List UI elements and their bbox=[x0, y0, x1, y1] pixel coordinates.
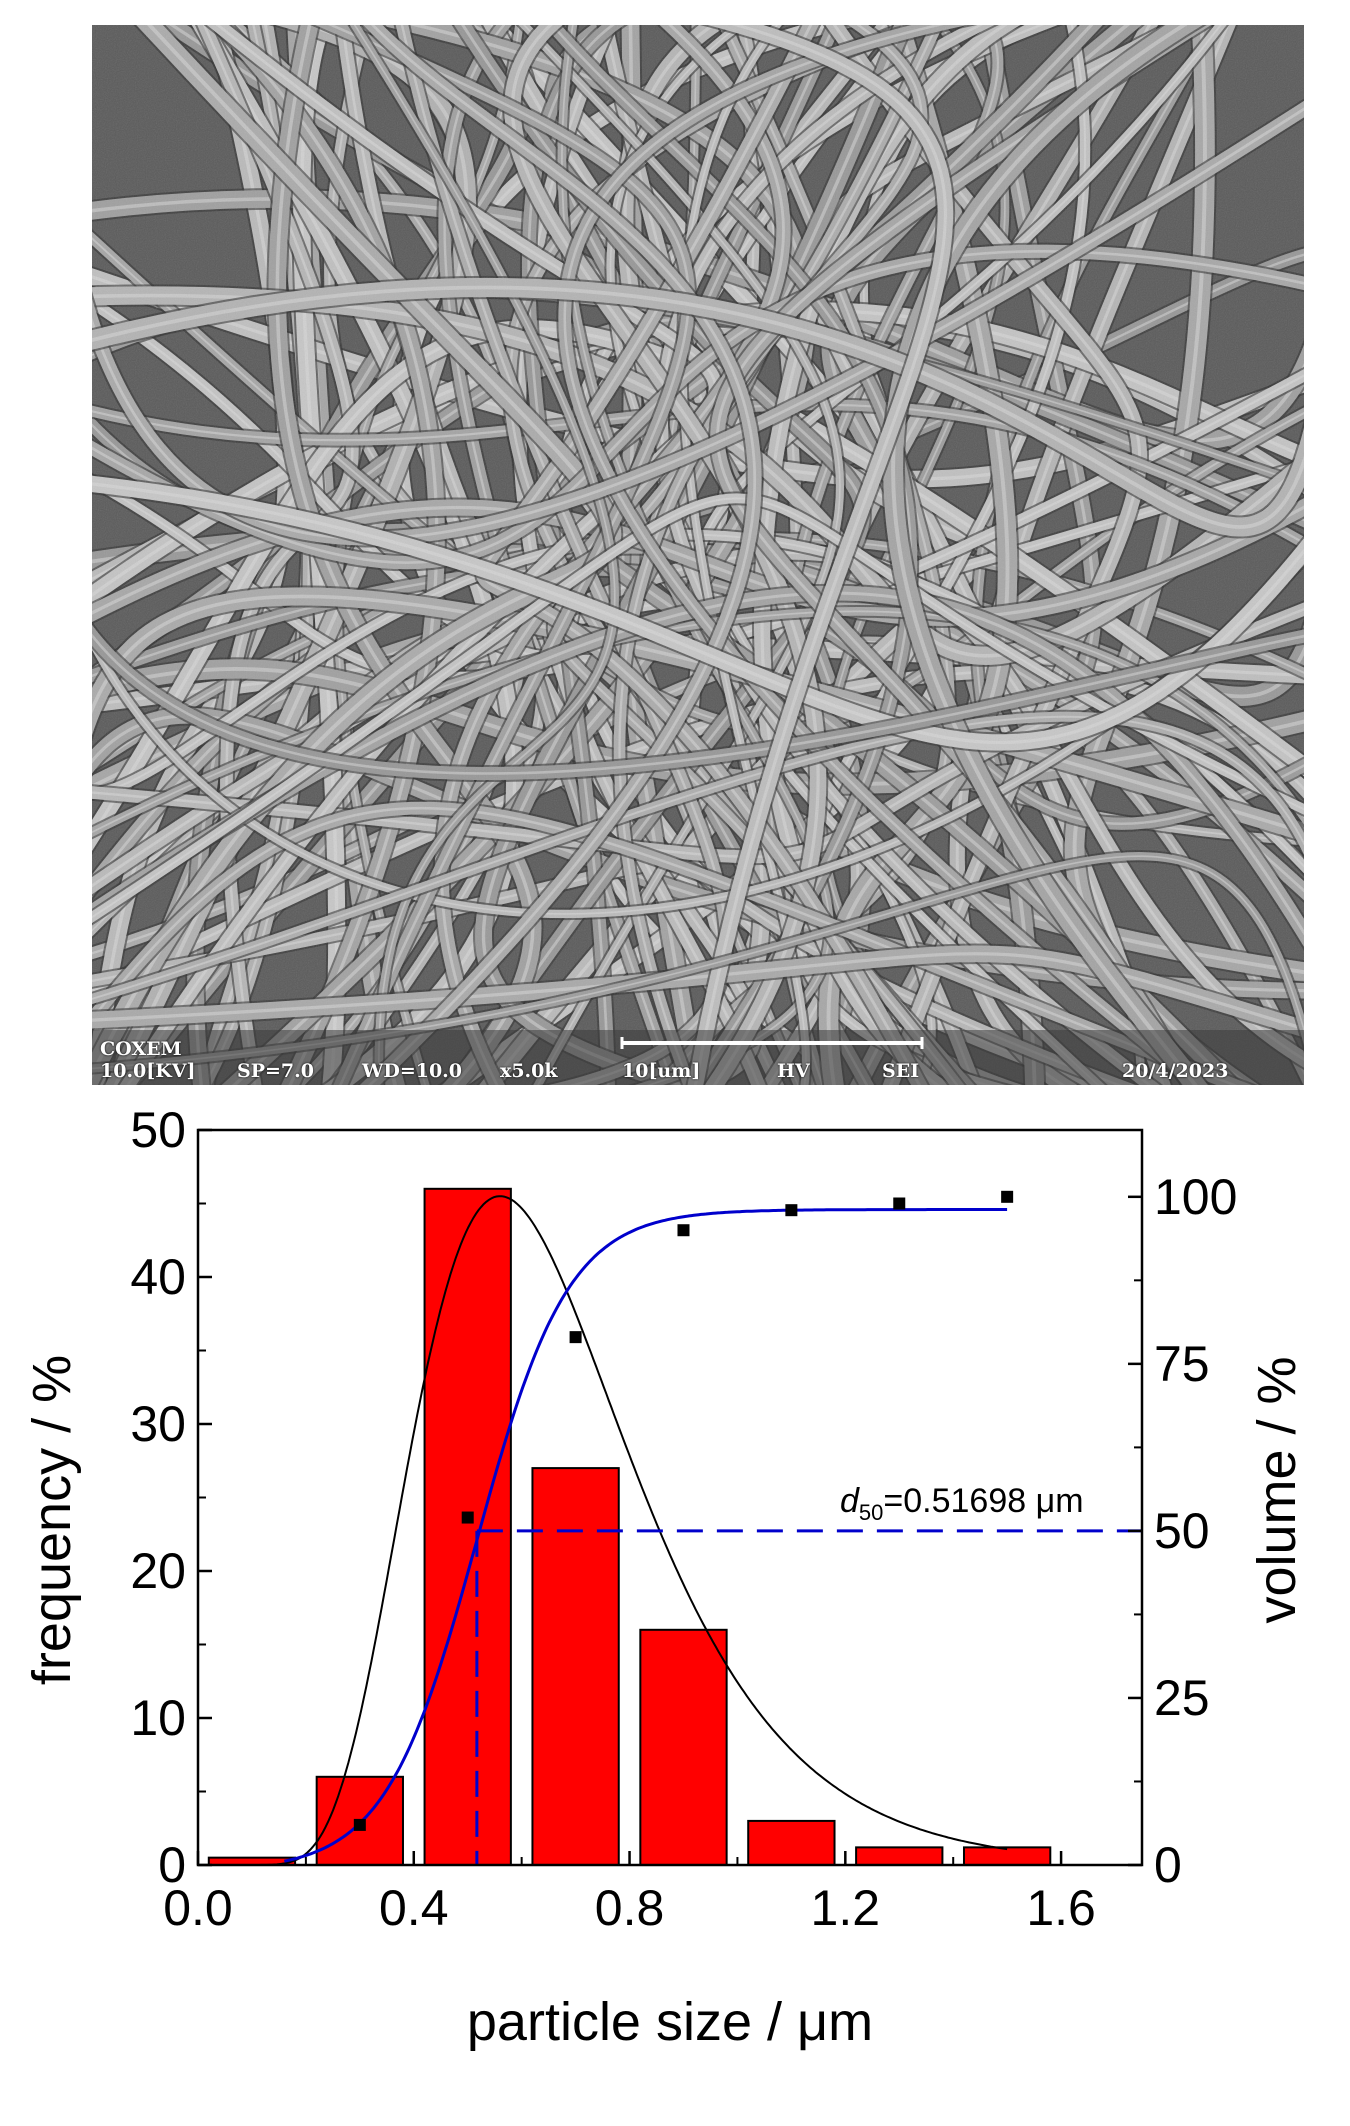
y-left-tick-label: 20 bbox=[130, 1543, 186, 1599]
bar-2 bbox=[423, 1187, 512, 1867]
d50-symbol: d bbox=[840, 1482, 860, 1520]
sem-scale-label: 10[um] bbox=[622, 1060, 701, 1082]
sem-vacuum: HV bbox=[777, 1060, 810, 1082]
d50-annotation: d50=0.51698 μm bbox=[840, 1482, 1084, 1525]
y-right-tick-label: 25 bbox=[1154, 1670, 1210, 1726]
frequency-fit-curve bbox=[241, 1195, 1008, 1866]
sem-spot: SP=7.0 bbox=[237, 1060, 314, 1082]
cumulative-point-5 bbox=[893, 1197, 906, 1210]
sem-fiber-image bbox=[92, 25, 1304, 1085]
y-right-tick-label: 75 bbox=[1154, 1336, 1210, 1392]
cumulative-point-3 bbox=[677, 1224, 690, 1237]
y-left-tick-label: 10 bbox=[130, 1690, 186, 1746]
x-axis-label: particle size / μm bbox=[467, 1992, 873, 2052]
y-right-tick-label: 0 bbox=[1154, 1837, 1182, 1893]
y-left-axis-label: frequency / % bbox=[22, 1355, 82, 1685]
sem-detector: SEI bbox=[882, 1060, 920, 1082]
d50-subscript: 50 bbox=[859, 1500, 883, 1525]
cumulative-point-2 bbox=[569, 1331, 582, 1344]
y-left-tick-label: 0 bbox=[158, 1837, 186, 1893]
bar-3 bbox=[531, 1467, 620, 1866]
sem-micrograph: COXEM 10.0[KV] SP=7.0 WD=10.0 x5.0k 10[u… bbox=[92, 25, 1304, 1085]
y-left-tick-label: 30 bbox=[130, 1396, 186, 1452]
sem-noise-overlay bbox=[92, 25, 1304, 1085]
cumulative-volume-curve bbox=[283, 1208, 1008, 1863]
sem-voltage: 10.0[KV] bbox=[100, 1060, 196, 1082]
bar-4 bbox=[639, 1628, 728, 1867]
y-left-tick-label: 50 bbox=[130, 1102, 186, 1158]
y-left-tick-label: 40 bbox=[130, 1249, 186, 1305]
bar-5 bbox=[747, 1819, 836, 1867]
x-tick-label: 1.2 bbox=[811, 1880, 881, 1936]
bars-layer bbox=[207, 1187, 1052, 1867]
d50-value: =0.51698 μm bbox=[883, 1482, 1083, 1520]
sem-working-distance: WD=10.0 bbox=[362, 1060, 463, 1082]
cumulative-point-1 bbox=[461, 1511, 474, 1524]
x-tick-label: 0.4 bbox=[379, 1880, 449, 1936]
sem-brand: COXEM bbox=[100, 1038, 182, 1060]
cumulative-point-4 bbox=[785, 1204, 798, 1217]
sem-magnification: x5.0k bbox=[500, 1060, 558, 1082]
sem-date: 20/4/2023 bbox=[1122, 1060, 1229, 1082]
x-tick-label: 0.8 bbox=[595, 1880, 665, 1936]
axes-layer: 0.0 0.4 0.8 1.2 1.6 0 10 20 30 40 50 0 25 50 75 100 bbox=[130, 1102, 1237, 1936]
y-right-tick-label: 100 bbox=[1154, 1169, 1237, 1225]
y-right-axis-label: volume / % bbox=[1247, 1356, 1307, 1623]
y-right-tick-label: 50 bbox=[1154, 1503, 1210, 1559]
x-tick-label: 1.6 bbox=[1026, 1880, 1096, 1936]
bar-7 bbox=[962, 1846, 1052, 1866]
cumulative-point-6 bbox=[1001, 1190, 1014, 1203]
sem-info-bar bbox=[92, 1030, 1304, 1085]
x-tick-label: 0.0 bbox=[163, 1880, 233, 1936]
cumulative-point-0 bbox=[353, 1818, 366, 1831]
curves-layer bbox=[241, 1190, 1142, 1866]
bar-6 bbox=[855, 1846, 944, 1866]
